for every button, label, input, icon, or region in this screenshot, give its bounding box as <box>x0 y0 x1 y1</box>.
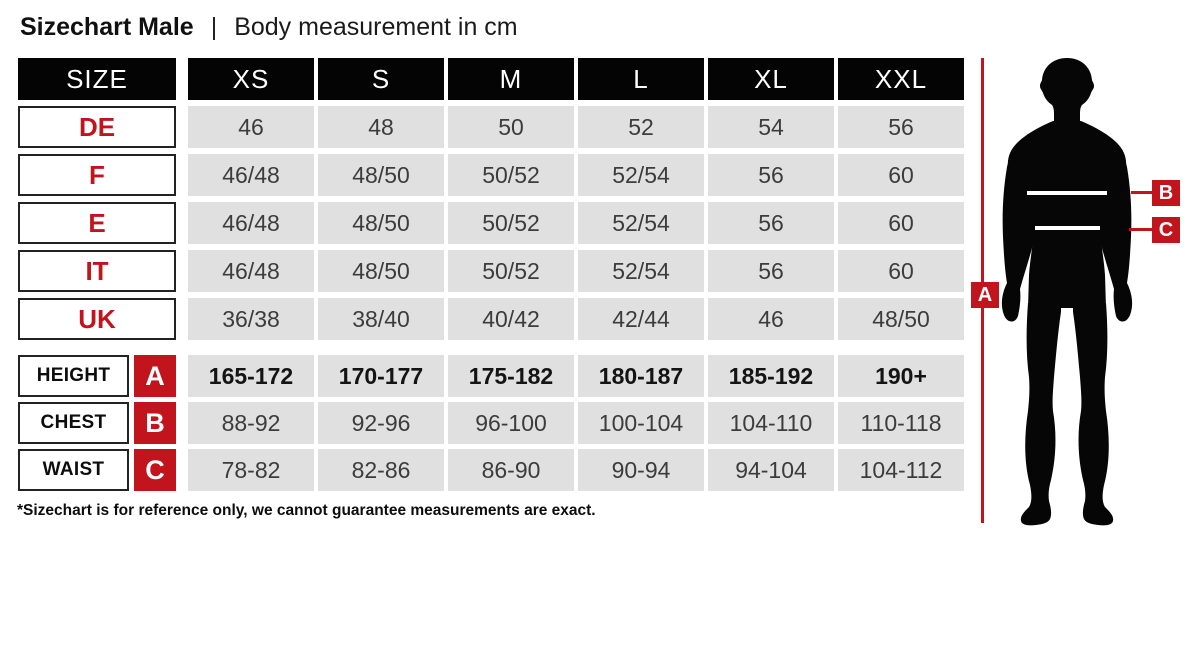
table-cell: 88-92 <box>188 402 314 444</box>
waist-marker-badge: C <box>134 449 176 491</box>
table-cell: 185-192 <box>708 355 834 397</box>
col-header-xl: XL <box>708 58 834 100</box>
table-cell: 170-177 <box>318 355 444 397</box>
table-cell: 86-90 <box>448 449 574 491</box>
col-header-xs: XS <box>188 58 314 100</box>
table-cell: 42/44 <box>578 298 704 340</box>
right-leg <box>1073 303 1114 526</box>
size-table: SIZE XS S M L XL XXL DE 46 48 50 52 54 5… <box>18 58 964 340</box>
table-cell: 52/54 <box>578 250 704 292</box>
col-header-s: S <box>318 58 444 100</box>
row-label-waist: WAIST C <box>18 449 176 491</box>
figure-marker-a: A <box>971 282 999 308</box>
measurement-table: HEIGHT A 165-172 170-177 175-182 180-187… <box>18 355 964 491</box>
table-cell: 94-104 <box>708 449 834 491</box>
table-cell: 82-86 <box>318 449 444 491</box>
table-cell: 52/54 <box>578 154 704 196</box>
table-cell: 46 <box>188 106 314 148</box>
row-label-chest: CHEST B <box>18 402 176 444</box>
left-arm <box>1001 143 1039 322</box>
right-arm <box>1095 143 1133 322</box>
table-cell: 96-100 <box>448 402 574 444</box>
table-cell: 48/50 <box>318 250 444 292</box>
height-marker-badge: A <box>134 355 176 397</box>
row-label-height: HEIGHT A <box>18 355 176 397</box>
table-cell: 46/48 <box>188 202 314 244</box>
table-cell: 52 <box>578 106 704 148</box>
table-cell: 90-94 <box>578 449 704 491</box>
table-cell: 56 <box>708 154 834 196</box>
table-cell: 36/38 <box>188 298 314 340</box>
table-cell: 60 <box>838 250 964 292</box>
table-cell: 50 <box>448 106 574 148</box>
table-cell: 60 <box>838 202 964 244</box>
table-cell: 110-118 <box>838 402 964 444</box>
table-cell: 46/48 <box>188 154 314 196</box>
table-cell: 48/50 <box>318 202 444 244</box>
table-cell: 180-187 <box>578 355 704 397</box>
row-label-de: DE <box>18 106 176 148</box>
title-separator: | <box>210 13 218 41</box>
chest-measure-line <box>1027 191 1107 195</box>
page-title: Sizechart Male | Body measurement in cm <box>20 13 518 42</box>
footnote: *Sizechart is for reference only, we can… <box>17 502 596 519</box>
table-cell: 50/52 <box>448 250 574 292</box>
table-cell: 104-112 <box>838 449 964 491</box>
table-cell: 104-110 <box>708 402 834 444</box>
row-label-it: IT <box>18 250 176 292</box>
figure-marker-c: C <box>1152 217 1180 243</box>
table-cell: 50/52 <box>448 202 574 244</box>
table-cell: 100-104 <box>578 402 704 444</box>
table-cell: 38/40 <box>318 298 444 340</box>
row-label-e: E <box>18 202 176 244</box>
table-cell: 54 <box>708 106 834 148</box>
table-cell: 48 <box>318 106 444 148</box>
table-cell: 165-172 <box>188 355 314 397</box>
chest-connector-line <box>1131 191 1152 194</box>
table-cell: 56 <box>708 202 834 244</box>
table-cell: 46/48 <box>188 250 314 292</box>
height-label: HEIGHT <box>18 355 129 397</box>
male-body-silhouette <box>1001 58 1133 526</box>
chest-label: CHEST <box>18 402 129 444</box>
table-cell: 190+ <box>838 355 964 397</box>
title-main: Sizechart Male <box>20 13 194 41</box>
col-header-xxl: XXL <box>838 58 964 100</box>
table-cell: 56 <box>838 106 964 148</box>
table-cell: 46 <box>708 298 834 340</box>
chest-marker-badge: B <box>134 402 176 444</box>
head <box>1040 58 1094 126</box>
table-cell: 52/54 <box>578 202 704 244</box>
table-cell: 48/50 <box>318 154 444 196</box>
table-cell: 40/42 <box>448 298 574 340</box>
table-cell: 50/52 <box>448 154 574 196</box>
col-header-l: L <box>578 58 704 100</box>
table-cell: 78-82 <box>188 449 314 491</box>
col-header-m: M <box>448 58 574 100</box>
table-cell: 60 <box>838 154 964 196</box>
figure-marker-b: B <box>1152 180 1180 206</box>
table-cell: 48/50 <box>838 298 964 340</box>
table-cell: 175-182 <box>448 355 574 397</box>
table-cell: 56 <box>708 250 834 292</box>
table-cell: 92-96 <box>318 402 444 444</box>
row-label-uk: UK <box>18 298 176 340</box>
waist-label: WAIST <box>18 449 129 491</box>
title-subtitle: Body measurement in cm <box>234 13 518 41</box>
waist-connector-line <box>1129 228 1152 231</box>
waist-measure-line <box>1035 226 1100 230</box>
row-label-f: F <box>18 154 176 196</box>
left-leg <box>1020 303 1061 526</box>
col-header-size: SIZE <box>18 58 176 100</box>
